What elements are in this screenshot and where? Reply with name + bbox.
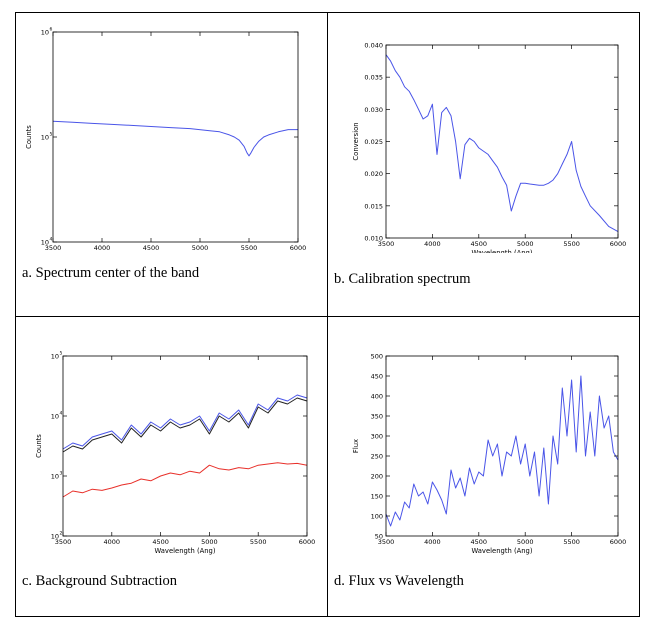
y-tick-label: 50	[375, 533, 383, 541]
y-tick-label: 150	[371, 493, 383, 501]
x-tick-label: 4500	[471, 538, 488, 546]
caption-a: a. Spectrum center of the band	[22, 265, 200, 281]
x-tick-label: 5500	[241, 244, 258, 252]
plot-frame	[62, 355, 308, 537]
figure-grid: 350040004500500055006000104105106Wavelen…	[15, 12, 640, 617]
y-tick-exponent: 5	[60, 351, 63, 357]
y-axis-label: Flux	[352, 439, 360, 453]
y-tick-label: 500	[371, 353, 383, 361]
series-line-1	[62, 397, 308, 453]
y-tick-label: 350	[371, 413, 383, 421]
x-tick-label: 3500	[45, 244, 62, 252]
x-tick-label: 6000	[290, 244, 307, 252]
x-tick-label: 4000	[424, 240, 441, 248]
y-tick-label: 0.010	[364, 235, 383, 243]
x-tick-label: 5000	[517, 538, 534, 546]
y-tick-label: 0.015	[364, 202, 383, 210]
y-tick-label: 10	[51, 413, 59, 421]
series-line-0	[62, 394, 308, 450]
x-tick-label: 5500	[563, 240, 580, 248]
y-tick-exponent: 5	[50, 132, 53, 138]
x-tick-label: 6000	[610, 240, 627, 248]
caption-d: d. Flux vs Wavelength	[334, 573, 464, 589]
y-tick-label: 10	[41, 29, 49, 37]
y-axis-label: Counts	[25, 125, 33, 149]
y-tick-label: 450	[371, 373, 383, 381]
panel-d: 3500 4000 4500 5000 5500 6000 50 100 150 200 250 30…	[328, 317, 639, 616]
x-tick-label: 3500	[378, 538, 395, 546]
x-axis-label: Wavelength (Ang)	[154, 547, 215, 555]
y-tick-label: 10	[41, 134, 49, 142]
grid-border-left	[15, 12, 16, 617]
y-tick-label: 200	[371, 473, 383, 481]
chart-calibration: 3500 4000 4500 5000 5500 6000 0.010 0.015 0.020 0…	[352, 42, 627, 254]
series-line-0	[385, 375, 619, 527]
x-tick-label: 4500	[143, 244, 160, 252]
series-line-2	[62, 462, 308, 498]
x-tick-label: 4000	[104, 538, 121, 546]
series-line-0	[52, 120, 298, 157]
x-tick-label: 4000	[94, 244, 111, 252]
y-tick-label: 100	[371, 513, 383, 521]
y-tick-exponent: 4	[50, 237, 53, 243]
y-tick-exponent: 3	[60, 471, 63, 477]
y-tick-label: 0.035	[364, 74, 383, 82]
y-axis-label: Counts	[35, 434, 43, 458]
y-tick-label: 10	[51, 473, 59, 481]
x-tick-label: 4500	[471, 240, 488, 248]
y-axis-label: Conversion	[352, 122, 360, 160]
y-tick-exponent: 4	[60, 411, 63, 417]
y-tick-exponent: 6	[50, 27, 53, 33]
grid-border-right	[639, 12, 640, 617]
y-tick-label: 400	[371, 393, 383, 401]
x-tick-label: 5000	[192, 244, 209, 252]
y-tick-label: 0.025	[364, 138, 383, 146]
grid-border-center	[327, 12, 328, 617]
x-tick-label: 5000	[517, 240, 534, 248]
y-tick-exponent: 2	[60, 531, 63, 537]
x-tick-label: 4000	[424, 538, 441, 546]
x-tick-label: 3500	[55, 538, 72, 546]
y-tick-label: 250	[371, 453, 383, 461]
y-tick-label: 10	[51, 353, 59, 361]
x-tick-label: 5000	[201, 538, 218, 546]
plot-frame	[385, 355, 619, 537]
caption-c: c. Background Subtraction	[22, 573, 178, 589]
plot-frame	[385, 44, 619, 239]
x-axis-label: Wavelength (Ang)	[471, 547, 532, 555]
series-line-0	[385, 54, 619, 233]
y-tick-label: 10	[51, 533, 59, 541]
x-tick-label: 6000	[299, 538, 316, 546]
x-tick-label: 4500	[152, 538, 169, 546]
y-tick-label: 0.020	[364, 170, 383, 178]
x-tick-label: 5500	[563, 538, 580, 546]
y-tick-label: 0.040	[364, 42, 383, 50]
panel-c: 3500 4000 4500 5000 5500 6000 10 2 10 3 10 4 10 5 Wave…	[16, 317, 327, 616]
x-tick-label: 5500	[250, 538, 267, 546]
x-tick-label: 3500	[378, 240, 395, 248]
chart-spectrum-center: 350040004500500055006000104105106Wavelen…	[25, 27, 307, 253]
caption-b: b. Calibration spectrum	[334, 271, 471, 287]
chart-flux: 3500 4000 4500 5000 5500 6000 50 100 150 200 250 30…	[352, 353, 627, 556]
x-axis-label: Wavelength (Ang)	[471, 249, 532, 253]
y-tick-label: 10	[41, 239, 49, 247]
y-tick-label: 0.030	[364, 106, 383, 114]
panel-a: 350040004500500055006000104105106Wavelen…	[16, 13, 327, 316]
y-tick-label: 300	[371, 433, 383, 441]
plot-frame	[52, 31, 299, 243]
x-tick-label: 6000	[610, 538, 627, 546]
panel-b: 3500 4000 4500 5000 5500 6000 0.010 0.015 0.020 0…	[328, 13, 639, 316]
